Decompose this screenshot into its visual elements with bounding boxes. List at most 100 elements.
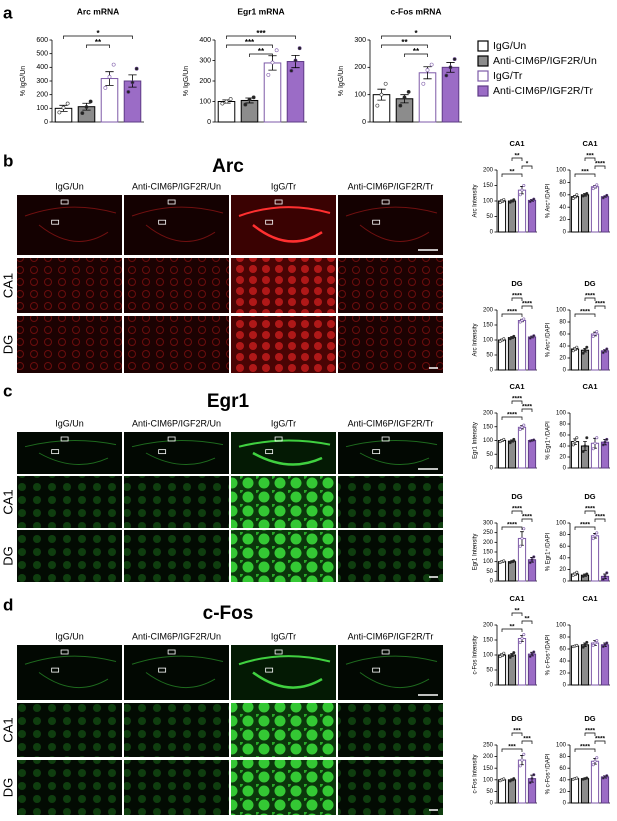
- significance-bracket: [574, 526, 596, 530]
- y-tick-label: 0: [490, 579, 494, 585]
- hippocampus-layer: [359, 224, 430, 242]
- data-point: [297, 46, 302, 51]
- hippocampus-image: [124, 645, 229, 700]
- data-point: [512, 198, 516, 202]
- hippocampus-layer: [38, 452, 109, 466]
- data-point: [452, 57, 457, 62]
- ca1-image: [17, 703, 122, 757]
- bar: [570, 196, 580, 233]
- y-tick-label: 200: [483, 308, 494, 314]
- hippocampus-layer: [38, 224, 109, 242]
- bar: [517, 426, 527, 469]
- y-tick-label: 40: [559, 777, 566, 783]
- hippocampus-layer: [131, 440, 224, 448]
- data-point: [532, 555, 536, 559]
- significance-bracket: [594, 740, 606, 744]
- data-point: [522, 317, 526, 321]
- y-tick-label: 0: [490, 801, 494, 807]
- data-point: [61, 105, 66, 110]
- significance-label: ****: [507, 522, 518, 529]
- hippocampus-layer: [359, 672, 430, 689]
- data-point: [532, 197, 536, 201]
- y-axis-label: % IgG/Un: [20, 66, 27, 96]
- data-point: [502, 559, 506, 563]
- data-point: [591, 763, 595, 767]
- data-point: [512, 437, 516, 441]
- y-tick-label: 100: [483, 438, 494, 444]
- image-column-label: IgG/Tr: [271, 631, 296, 641]
- y-tick-label: 80: [559, 532, 566, 538]
- data-point: [585, 345, 589, 349]
- image-column-label: Anti-CIM6P/IGF2R/Tr: [348, 418, 434, 428]
- bar: [497, 779, 507, 804]
- y-tick-label: 0: [490, 368, 494, 374]
- legend-label: Anti-CIM6P/IGF2R/Tr: [493, 85, 593, 97]
- y-tick-label: 0: [563, 230, 567, 236]
- chart-title: Arc mRNA: [77, 6, 120, 16]
- data-point: [595, 639, 599, 643]
- micrographs: [17, 195, 443, 815]
- roi-box: [51, 449, 60, 455]
- data-point: [528, 654, 532, 658]
- data-point: [585, 436, 589, 440]
- image-column-label: IgG/Tr: [271, 181, 296, 191]
- significance-label: ***: [256, 29, 266, 38]
- data-point: [65, 101, 70, 106]
- data-point: [573, 440, 577, 444]
- data-point: [575, 776, 579, 780]
- y-tick-label: 0: [563, 466, 567, 472]
- y-tick-label: 0: [207, 119, 211, 126]
- data-point: [518, 320, 522, 324]
- y-tick-label: 50: [486, 569, 493, 575]
- bar: [497, 200, 507, 233]
- data-point: [530, 777, 534, 781]
- y-tick-label: 250: [483, 743, 494, 749]
- data-point: [88, 99, 93, 104]
- y-tick-label: 200: [354, 64, 366, 71]
- image-column-label: IgG/Un: [55, 418, 84, 428]
- data-point: [274, 48, 279, 53]
- data-point: [595, 436, 599, 440]
- bar: [263, 62, 282, 123]
- roi-box: [274, 649, 283, 655]
- y-tick-label: 200: [199, 78, 211, 85]
- ca1-image: [231, 476, 336, 528]
- panel-title: c-Fos: [203, 603, 254, 624]
- panel-title: Egr1: [207, 391, 250, 412]
- significance-bracket: [594, 305, 606, 309]
- significance-label: ****: [595, 161, 606, 168]
- data-point: [593, 534, 597, 538]
- data-point: [508, 655, 512, 659]
- panel-letter: b: [3, 151, 13, 170]
- y-tick-label: 400: [36, 64, 48, 71]
- data-point: [251, 95, 256, 100]
- bar: [517, 638, 527, 686]
- y-tick-label: 40: [559, 344, 566, 350]
- y-tick-label: 100: [483, 338, 494, 344]
- significance-label: ***: [508, 744, 516, 751]
- data-point: [134, 66, 139, 71]
- data-point: [603, 643, 607, 647]
- y-tick-label: 20: [559, 671, 566, 677]
- hippocampus-layer: [131, 206, 224, 217]
- data-point: [80, 111, 85, 116]
- data-point: [379, 92, 384, 97]
- significance-bracket: [226, 35, 296, 39]
- roi-box: [274, 436, 283, 442]
- data-point: [126, 90, 131, 94]
- chart-title: c-Fos mRNA: [390, 6, 441, 16]
- data-point: [581, 351, 585, 355]
- data-point: [375, 103, 380, 108]
- significance-bracket: [521, 620, 533, 624]
- y-axis-label: Egr1 Intensity: [473, 534, 479, 571]
- legend-label: IgG/Un: [493, 40, 526, 52]
- bar: [580, 644, 590, 686]
- significance-label: ****: [595, 301, 606, 308]
- data-point: [591, 187, 595, 191]
- hippocampus-layer: [38, 672, 109, 689]
- data-point: [532, 334, 536, 338]
- y-tick-label: 100: [556, 521, 567, 527]
- y-tick-label: 40: [559, 205, 566, 211]
- y-axis-label: % Arc⁺/DAPI: [545, 322, 552, 357]
- data-point: [583, 643, 587, 647]
